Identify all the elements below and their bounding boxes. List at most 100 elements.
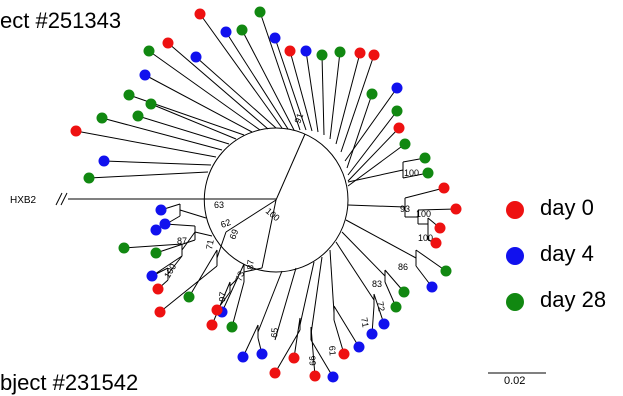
tip-marker-day0	[338, 348, 350, 360]
tip-markers	[70, 6, 462, 383]
tip-marker-day4	[155, 204, 167, 216]
tip-marker-day4	[378, 318, 390, 330]
tip-marker-day4	[220, 26, 232, 38]
tip-marker-day0	[152, 283, 164, 295]
tip-marker-day0	[288, 352, 300, 364]
bootstrap-labels: 9110010093100868372716199658773971006962…	[162, 112, 433, 366]
tip-marker-day4	[139, 69, 151, 81]
bottom-title: bject #231542	[0, 370, 139, 395]
tip-marker-day0	[284, 45, 296, 57]
tip-marker-day28	[419, 152, 431, 164]
tip-marker-day28	[422, 167, 434, 179]
tip-marker-day4	[98, 155, 110, 167]
tip-marker-day28	[334, 46, 346, 58]
bootstrap-value: 100	[264, 206, 282, 223]
tip-marker-day0	[194, 8, 206, 20]
tip-marker-day28	[118, 242, 130, 254]
tip-marker-day4	[366, 328, 378, 340]
outgroup-label: HXB2	[10, 195, 37, 206]
root-branch	[275, 133, 306, 201]
root-branch	[225, 199, 277, 233]
legend-label: day 4	[540, 241, 594, 266]
bootstrap-value: 99	[307, 355, 318, 366]
backbone-arc	[203, 127, 277, 211]
tip-marker-day28	[390, 301, 402, 313]
tip-marker-day28	[226, 321, 238, 333]
tip-marker-day28	[254, 6, 266, 18]
bootstrap-value: 86	[398, 262, 408, 272]
tip-marker-day28	[366, 88, 378, 100]
tip-marker-day28	[83, 172, 95, 184]
tip-marker-day4	[190, 51, 202, 63]
bootstrap-value: 93	[400, 204, 410, 214]
tip-marker-day0	[70, 125, 82, 137]
bootstrap-value: 100	[418, 233, 433, 243]
bootstrap-value: 97	[217, 291, 228, 302]
legend-dot-red	[506, 201, 524, 219]
tip-marker-day0	[434, 222, 446, 234]
outgroup-break	[55, 192, 63, 206]
bootstrap-value: 73	[233, 270, 246, 283]
bootstrap-value: 72	[375, 301, 387, 313]
legend-dot-green	[506, 293, 524, 311]
tip-marker-day4	[426, 281, 438, 293]
bootstrap-value: 69	[227, 228, 240, 241]
tip-marker-day28	[150, 247, 162, 259]
tip-marker-day4	[391, 82, 403, 94]
backbone-arc	[275, 199, 349, 273]
tip-marker-day0	[368, 49, 380, 61]
bootstrap-value: 63	[214, 200, 224, 210]
bootstrap-value: 65	[269, 327, 280, 338]
scale-label: 0.02	[504, 375, 526, 387]
bootstrap-value: 71	[204, 239, 216, 251]
tip-marker-day4	[300, 45, 312, 57]
bootstrap-value: 61	[327, 345, 338, 356]
bootstrap-value: 71	[359, 317, 371, 329]
bootstrap-value: 87	[245, 259, 256, 270]
tip-marker-day0	[393, 122, 405, 134]
root-branch	[261, 199, 277, 269]
bootstrap-value: 83	[372, 279, 382, 289]
tip-marker-day4	[269, 32, 281, 44]
tip-marker-day28	[391, 105, 403, 117]
tip-marker-day4	[353, 341, 365, 353]
bootstrap-value: 62	[219, 217, 232, 230]
page-title: ect #251343	[0, 8, 122, 33]
tip-marker-day28	[236, 24, 248, 36]
tree-branches	[55, 11, 546, 378]
tip-marker-day0	[450, 203, 462, 215]
tip-marker-day4	[256, 348, 268, 360]
tip-marker-day0	[309, 370, 321, 382]
tip-marker-day28	[183, 291, 195, 303]
tip-marker-day0	[206, 319, 218, 331]
tip-marker-day28	[132, 110, 144, 122]
tip-marker-day4	[237, 351, 249, 363]
outgroup-break	[60, 192, 68, 206]
tip-marker-day28	[399, 138, 411, 150]
tip-marker-day4	[159, 218, 171, 230]
tip-marker-day0	[154, 306, 166, 318]
tip-marker-day0	[211, 304, 223, 316]
tip-marker-day28	[123, 89, 135, 101]
bootstrap-value: 100	[416, 209, 431, 219]
legend-label: day 28	[540, 287, 607, 312]
legend-label: day 0	[540, 195, 594, 220]
tip-marker-day0	[438, 182, 450, 194]
tip-marker-day4	[327, 371, 339, 383]
backbone-arc	[275, 127, 349, 201]
tip-marker-day4	[146, 270, 158, 282]
tip-marker-day28	[316, 49, 328, 61]
bootstrap-value: 87	[177, 236, 187, 246]
tip-marker-day28	[440, 265, 452, 277]
tip-marker-day0	[354, 47, 366, 59]
tip-marker-day0	[430, 237, 442, 249]
bootstrap-value: 100	[404, 168, 419, 178]
bootstrap-value: 91	[292, 112, 305, 125]
tip-marker-day0	[269, 367, 281, 379]
backbone-arc	[204, 209, 277, 273]
legend-dot-blue	[506, 247, 524, 265]
tip-marker-day28	[398, 286, 410, 298]
tip-marker-day28	[145, 98, 157, 110]
tip-marker-day4	[150, 224, 162, 236]
